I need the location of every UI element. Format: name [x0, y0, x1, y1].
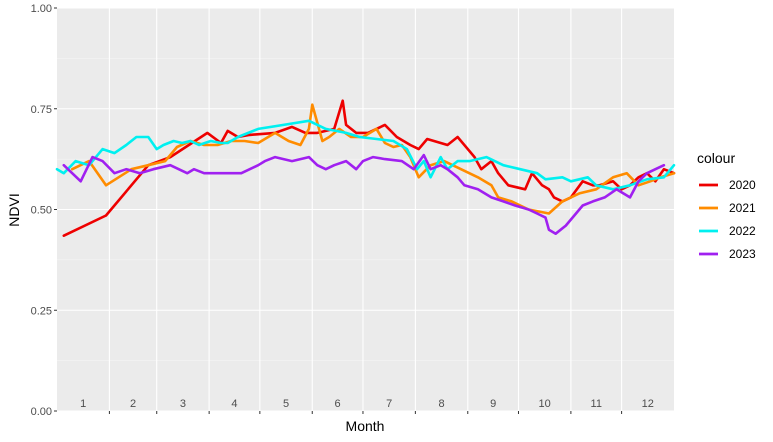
- month-label: 12: [642, 398, 654, 410]
- x-axis: [108, 411, 623, 414]
- month-label: 8: [439, 398, 445, 410]
- x-axis-title: Month: [346, 418, 385, 434]
- month-labels: 1 2 3 4 5 6 7 8 9 10 11 12: [80, 398, 654, 410]
- month-label: 11: [591, 398, 602, 410]
- y-tick-label: 0.25: [31, 305, 52, 317]
- legend: colour 2020 2021 2022 2023: [697, 150, 756, 261]
- month-label: 10: [539, 398, 551, 410]
- month-label: 3: [180, 398, 186, 410]
- y-tick-label: 0.50: [31, 205, 52, 217]
- month-label: 9: [490, 398, 496, 410]
- month-label: 1: [80, 398, 86, 410]
- legend-label-2022: 2022: [729, 224, 756, 238]
- series-lines: [55, 99, 676, 237]
- legend-label-2023: 2023: [729, 247, 756, 261]
- y-axis-title: NDVI: [6, 193, 22, 226]
- series-line-2022: [55, 119, 676, 191]
- y-tick-label: 0.00: [31, 406, 52, 418]
- legend-label-2020: 2020: [729, 178, 756, 192]
- legend-title: colour: [697, 150, 735, 166]
- month-label: 5: [283, 398, 289, 410]
- y-axis: 0.00 0.25 0.50 0.75 1.00: [31, 3, 57, 418]
- month-label: 4: [231, 398, 237, 410]
- month-label: 6: [335, 398, 341, 410]
- month-label: 2: [130, 398, 136, 410]
- y-tick-label: 1.00: [31, 3, 52, 15]
- month-label: 7: [386, 398, 392, 410]
- y-tick-label: 0.75: [31, 104, 52, 116]
- legend-label-2021: 2021: [729, 201, 756, 215]
- major-gridlines: [57, 7, 674, 412]
- series-line-2023: [62, 153, 666, 235]
